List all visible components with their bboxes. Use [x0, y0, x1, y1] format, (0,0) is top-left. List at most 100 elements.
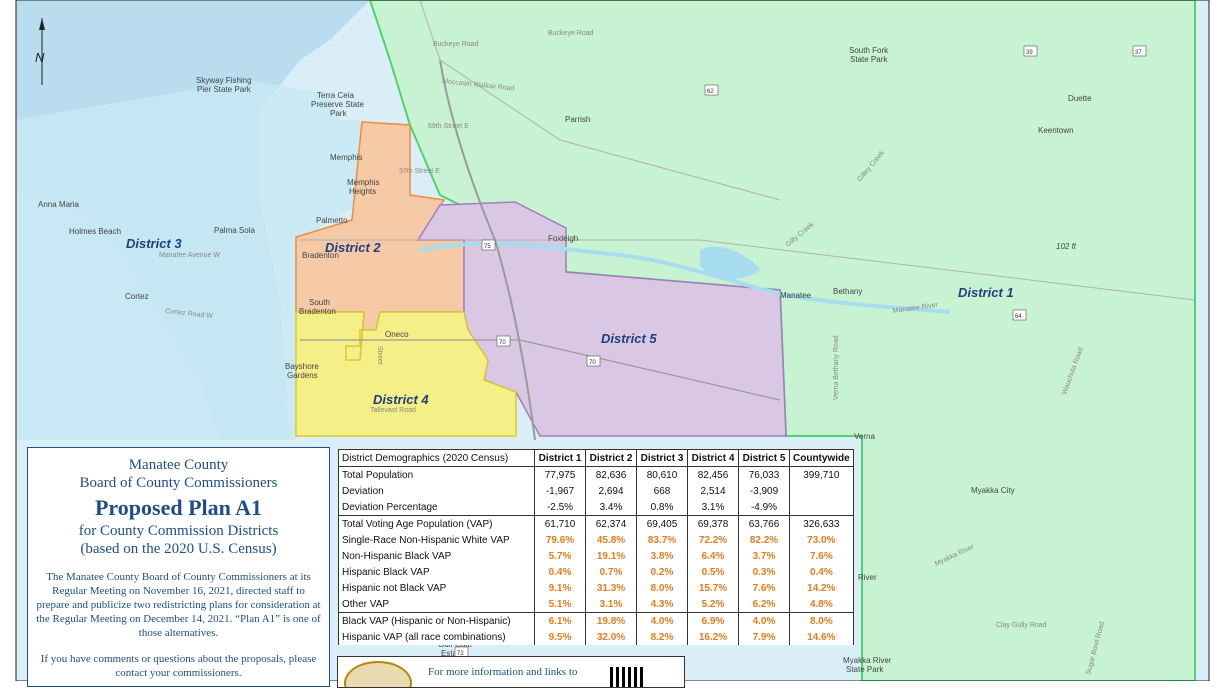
- cell-value: 76,033: [738, 466, 790, 483]
- cell-value: 8.0%: [636, 580, 688, 596]
- cell-value: 7.6%: [738, 580, 790, 596]
- cell-value: 19.1%: [585, 548, 637, 564]
- cell-value: -3,909: [738, 483, 790, 499]
- cell-value: 7.6%: [789, 548, 854, 564]
- district-4-label: District 4: [373, 392, 429, 407]
- place-bayshore: Bayshore: [285, 362, 319, 371]
- board-name: Board of County Commissioners: [79, 475, 278, 491]
- table-row: Deviation Percentage -2.5% 3.4% 0.8% 3.1% -4.…: [338, 499, 854, 516]
- cell-value: 0.2%: [636, 564, 688, 580]
- col-district-4: District 4: [687, 449, 739, 467]
- cell-value: 69,405: [636, 515, 688, 532]
- col-countywide: Countywide: [789, 449, 854, 467]
- table-row: Single-Race Non-Hispanic White VAP 79.6% 4…: [338, 532, 854, 548]
- cell-value: 9.5%: [534, 629, 586, 645]
- shield-37-icon: 37: [1132, 45, 1147, 57]
- cell-value: 4.8%: [789, 596, 854, 613]
- cell-value: 668: [636, 483, 688, 499]
- cell-value: 83.7%: [636, 532, 688, 548]
- svg-text:62: 62: [707, 89, 714, 95]
- place-palma-sola: Palma Sola: [214, 226, 255, 235]
- place-oneco: Oneco: [385, 330, 409, 339]
- info-box: For more information and links to: [337, 656, 685, 688]
- cell-value: 32.0%: [585, 629, 637, 645]
- place-holmes-beach: Holmes Beach: [69, 227, 121, 236]
- cell-value: 3.7%: [738, 548, 790, 564]
- cell-value: 0.5%: [687, 564, 739, 580]
- shield-62-icon: 62: [704, 84, 719, 96]
- cell-value: 3.1%: [585, 596, 637, 613]
- cell-value: 45.8%: [585, 532, 637, 548]
- row-label: Hispanic VAP (all race combinations): [338, 629, 535, 645]
- cell-value: 4.3%: [636, 596, 688, 613]
- road-buckeye-1: Buckeye Road: [433, 41, 479, 48]
- place-keentown: Keentown: [1038, 126, 1074, 135]
- cell-value: 6.1%: [534, 612, 586, 629]
- table-row: Non-Hispanic Black VAP 5.7% 19.1% 3.8% 6.4% 3…: [338, 548, 854, 564]
- qr-code-icon[interactable]: [610, 667, 646, 687]
- plan-title: Proposed Plan A1: [94, 495, 263, 520]
- cell-value: 0.4%: [534, 564, 586, 580]
- district-3-region: [16, 80, 365, 440]
- cell-value: -1,967: [534, 483, 586, 499]
- plan-title-box: Manatee County Board of County Commissio…: [27, 447, 330, 687]
- place-bayshore-2: Gardens: [287, 371, 318, 380]
- cell-value: 326,633: [789, 515, 854, 532]
- row-label: Black VAP (Hispanic or Non-Hispanic): [338, 612, 535, 629]
- cell-value: 73.0%: [789, 532, 854, 548]
- road-manatee-ave: Manatee Avenue W: [159, 252, 220, 259]
- district-5-label: District 5: [601, 331, 657, 346]
- cell-value: 77,975: [534, 466, 586, 483]
- place-south-fork-2: State Park: [850, 55, 888, 64]
- place-skyway-2: Pier State Park: [197, 85, 252, 94]
- cell-value: 82.2%: [738, 532, 790, 548]
- plan-subtitle: for County Commission Districts: [78, 523, 279, 539]
- place-myakka-city: Myakka City: [971, 486, 1015, 495]
- cell-value: 8.0%: [789, 612, 854, 629]
- cell-value: 63,766: [738, 515, 790, 532]
- row-label: Total Voting Age Population (VAP): [338, 515, 535, 532]
- county-seal-icon: [344, 661, 412, 687]
- road-verna-bethany: Verna Bethany Road: [833, 335, 840, 400]
- census-note: (based on the 2020 U.S. Census): [80, 541, 277, 557]
- table-title: District Demographics (2020 Census): [338, 449, 535, 467]
- svg-text:72: 72: [457, 651, 464, 657]
- cell-value: 4.0%: [636, 612, 688, 629]
- cell-value: 6.2%: [738, 596, 790, 613]
- cell-value: [789, 483, 854, 499]
- cell-value: 16.2%: [687, 629, 739, 645]
- place-south-bradenton: South: [309, 298, 330, 307]
- cell-value: 9.1%: [534, 580, 586, 596]
- county-name: Manatee County: [128, 457, 229, 473]
- row-label: Single-Race Non-Hispanic White VAP: [338, 532, 535, 548]
- place-terra-ceia-3: Park: [330, 109, 347, 118]
- table-row: Black VAP (Hispanic or Non-Hispanic) 6.1%…: [338, 612, 854, 629]
- cell-value: 19.8%: [585, 612, 637, 629]
- district-4-region: [295, 311, 517, 437]
- cell-value: 61,710: [534, 515, 586, 532]
- place-terra-ceia: Terra Ceia: [317, 91, 354, 100]
- district-3-label: District 3: [126, 236, 182, 251]
- cell-value: 14.2%: [789, 580, 854, 596]
- place-terra-ceia-2: Preserve State: [311, 100, 364, 109]
- road-clay-gully: Clay Gully Road: [996, 622, 1047, 629]
- row-label: Total Population: [338, 466, 535, 483]
- table-row: Hispanic not Black VAP 9.1% 31.3% 8.0% 15.7%…: [338, 580, 854, 596]
- place-bethany: Bethany: [833, 287, 862, 296]
- cell-value: [789, 499, 854, 516]
- svg-text:39: 39: [1026, 50, 1033, 56]
- place-myakka-river: Myakka River: [843, 656, 892, 665]
- row-label: Hispanic not Black VAP: [338, 580, 535, 596]
- cell-value: 82,636: [585, 466, 637, 483]
- sr-64: [300, 239, 1196, 301]
- svg-text:64: 64: [1015, 314, 1022, 320]
- cell-value: 3.4%: [585, 499, 637, 516]
- table-row: Deviation -1,967 2,694 668 2,514 -3,909: [338, 483, 854, 499]
- col-district-2: District 2: [585, 449, 637, 467]
- place-manatee: Manatee: [780, 291, 812, 300]
- cell-value: 3.8%: [636, 548, 688, 564]
- table-row: Hispanic VAP (all race combinations) 9.5%…: [338, 629, 854, 645]
- north-arrow-icon: N: [35, 18, 45, 85]
- cell-value: 399,710: [789, 466, 854, 483]
